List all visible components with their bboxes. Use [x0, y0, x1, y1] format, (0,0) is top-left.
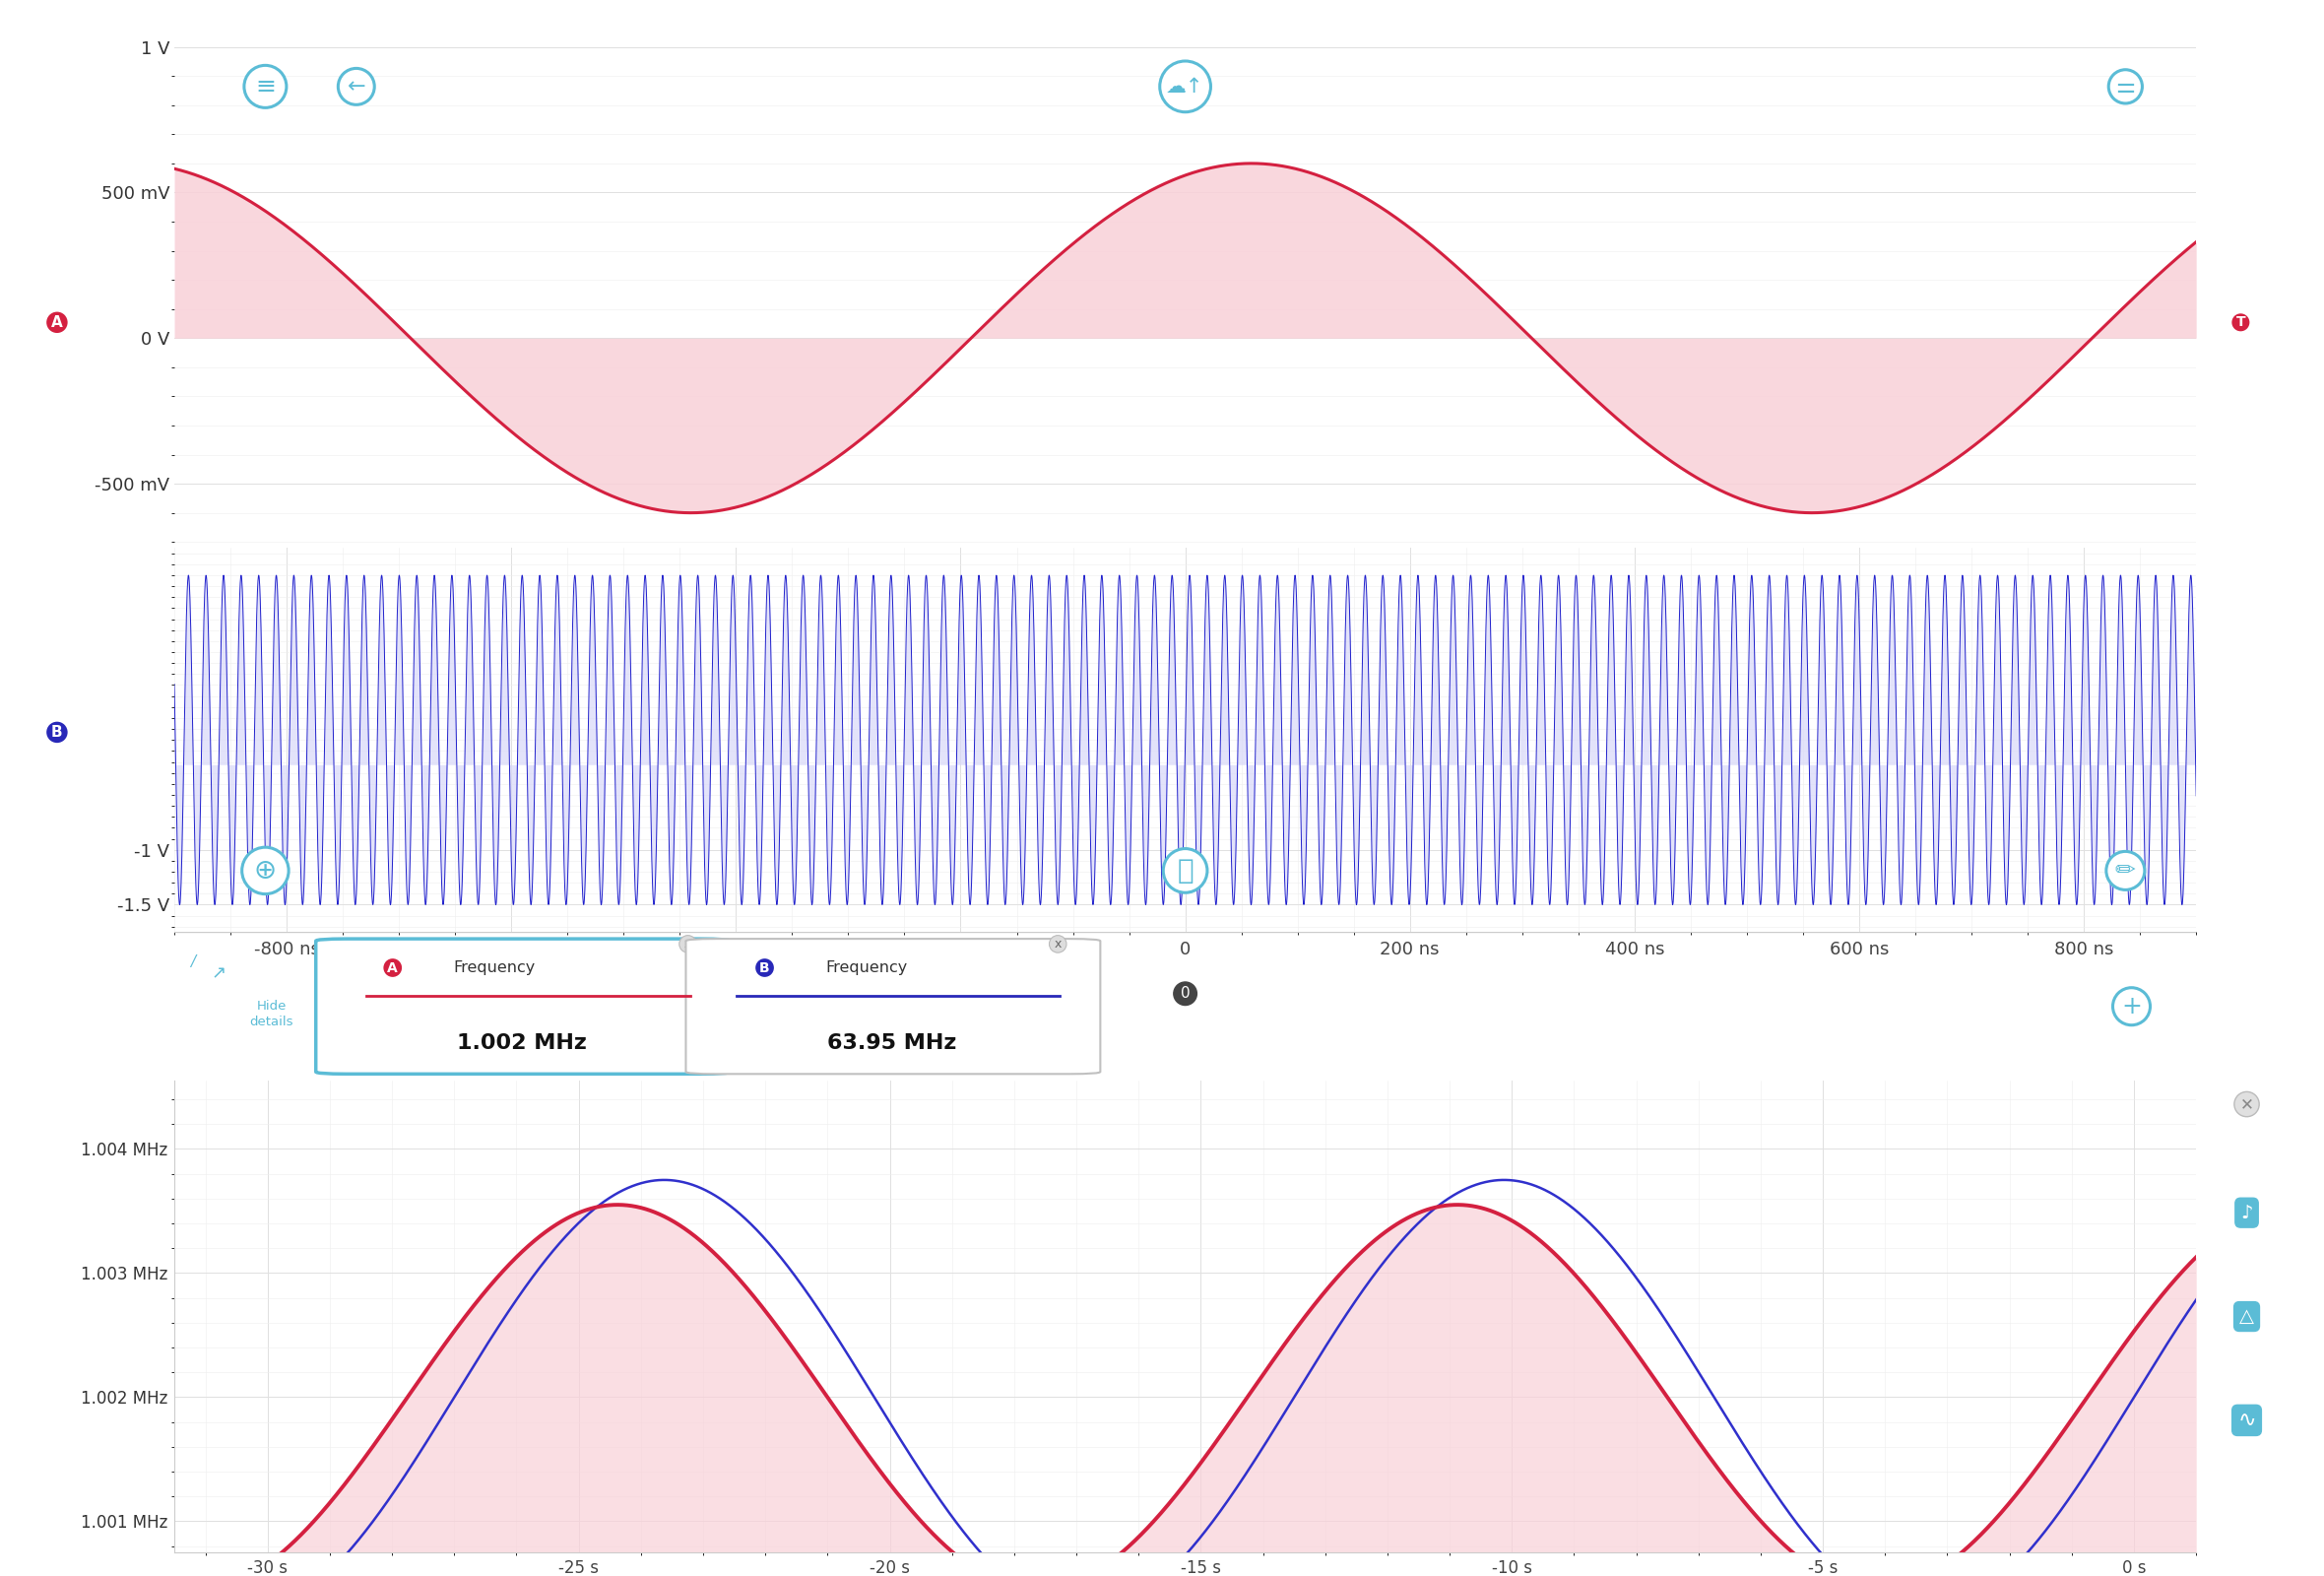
Text: x: x	[683, 938, 693, 950]
Text: Hide
details: Hide details	[249, 999, 293, 1028]
Text: A: A	[388, 961, 397, 974]
Text: ∿: ∿	[2238, 1411, 2257, 1429]
Text: ⏸: ⏸	[1176, 857, 1195, 884]
FancyBboxPatch shape	[686, 939, 1099, 1073]
Text: A: A	[51, 315, 63, 329]
Text: ✏: ✏	[2115, 859, 2136, 883]
Text: △: △	[2240, 1307, 2254, 1325]
Text: ☁↑: ☁↑	[1167, 77, 1204, 96]
Text: B: B	[760, 961, 769, 974]
Text: 1.002 MHz: 1.002 MHz	[458, 1034, 588, 1053]
Text: ←: ←	[346, 77, 365, 96]
Text: 63.95 MHz: 63.95 MHz	[827, 1034, 957, 1053]
Text: ↗: ↗	[211, 965, 225, 982]
Text: ♪: ♪	[2240, 1204, 2252, 1221]
Text: x: x	[1055, 938, 1062, 950]
Text: Frequency: Frequency	[453, 960, 535, 976]
Text: ✕: ✕	[2240, 1095, 2254, 1113]
Text: T: T	[2236, 315, 2245, 329]
Text: ≡: ≡	[256, 74, 277, 98]
Text: ⊕: ⊕	[253, 857, 277, 884]
Text: ⚌: ⚌	[2115, 77, 2136, 96]
FancyBboxPatch shape	[316, 939, 730, 1073]
Text: +: +	[2122, 994, 2143, 1018]
Text: 0: 0	[1181, 987, 1190, 1001]
Text: B: B	[51, 725, 63, 739]
Text: Frequency: Frequency	[825, 960, 906, 976]
Text: /: /	[191, 955, 195, 969]
